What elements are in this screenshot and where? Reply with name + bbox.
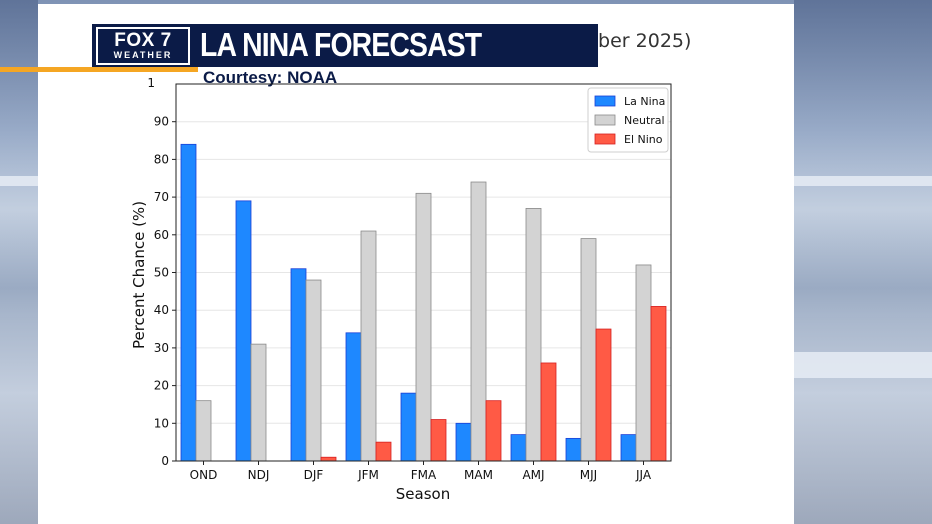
bar-neutral bbox=[580, 238, 597, 462]
bar-neutral bbox=[470, 181, 487, 462]
y-tick-label: 40 bbox=[154, 303, 169, 317]
legend-swatch bbox=[594, 133, 616, 145]
y-tick-label: 60 bbox=[154, 228, 169, 242]
y-tick-label: 0 bbox=[161, 454, 169, 468]
x-tick-label: MJJ bbox=[580, 468, 597, 482]
logo-sub-text: WEATHER bbox=[113, 50, 173, 60]
background-right bbox=[794, 0, 932, 524]
bar-la-nina bbox=[290, 268, 307, 462]
legend-label: Neutral bbox=[624, 114, 665, 127]
legend-label: La Nina bbox=[624, 95, 665, 108]
x-tick-label: FMA bbox=[411, 468, 437, 482]
chart-subtitle-fragment: nber 2025) bbox=[586, 30, 692, 52]
x-tick-label: JJA bbox=[635, 468, 652, 482]
legend-swatch bbox=[594, 95, 616, 107]
station-logo: FOX 7 WEATHER bbox=[96, 27, 190, 65]
y-tick-label: 20 bbox=[154, 379, 169, 393]
courtesy-credit: Courtesy: NOAA bbox=[203, 68, 338, 87]
x-tick-label: NDJ bbox=[248, 468, 270, 482]
background-band bbox=[794, 176, 932, 186]
plot-frame bbox=[175, 83, 672, 462]
legend: La Nina Neutral El Nino bbox=[587, 87, 669, 153]
logo-main-text: FOX 7 bbox=[114, 30, 172, 51]
headline-title: LA NINA FORECSAST bbox=[200, 26, 482, 63]
background-left bbox=[0, 0, 38, 524]
bar-el-nino bbox=[650, 306, 667, 462]
bar-neutral bbox=[415, 192, 432, 462]
y-tick-label: 50 bbox=[154, 266, 169, 280]
bar-el-nino bbox=[375, 441, 392, 462]
bar-la-nina bbox=[180, 143, 197, 462]
bar-la-nina bbox=[400, 392, 417, 462]
bar-el-nino bbox=[540, 362, 557, 462]
background-band bbox=[0, 176, 38, 186]
bar-el-nino bbox=[485, 400, 502, 462]
y-tick-label: 10 bbox=[154, 416, 169, 430]
legend-swatch bbox=[594, 114, 616, 126]
bar-la-nina bbox=[510, 434, 527, 462]
bars bbox=[180, 143, 667, 462]
axes: 0 10 20 30 40 50 60 70 80 90 OND NDJ DJF JFM FMA MAM AMJ… bbox=[154, 83, 672, 482]
y-tick-top-partial: 1 bbox=[147, 76, 155, 90]
bar-la-nina bbox=[345, 332, 362, 462]
bar-la-nina bbox=[565, 437, 582, 462]
background-band bbox=[794, 352, 932, 378]
y-tick-label: 70 bbox=[154, 190, 169, 204]
y-tick-label: 90 bbox=[154, 115, 169, 129]
bar-neutral bbox=[525, 208, 542, 462]
bar-neutral bbox=[360, 230, 377, 462]
x-axis-label: Season bbox=[396, 485, 450, 503]
y-axis-label: Percent Chance (%) bbox=[130, 201, 148, 349]
bar-neutral bbox=[305, 279, 322, 462]
accent-bar bbox=[0, 67, 210, 72]
bar-neutral bbox=[635, 264, 652, 462]
bar-el-nino bbox=[430, 419, 447, 462]
bar-neutral bbox=[250, 343, 267, 462]
legend-label: El Nino bbox=[624, 133, 663, 146]
bar-neutral bbox=[195, 400, 212, 462]
bar-el-nino bbox=[595, 328, 612, 462]
y-tick-label: 80 bbox=[154, 152, 169, 166]
x-tick-label: OND bbox=[190, 468, 218, 482]
y-tick-label: 30 bbox=[154, 341, 169, 355]
bar-la-nina bbox=[455, 422, 472, 462]
x-tick-label: MAM bbox=[464, 468, 493, 482]
bar-la-nina bbox=[620, 434, 637, 462]
x-tick-label: AMJ bbox=[522, 468, 544, 482]
bar-el-nino bbox=[320, 456, 337, 462]
bar-la-nina bbox=[235, 200, 252, 462]
x-tick-label: JFM bbox=[357, 468, 379, 482]
x-tick-label: DJF bbox=[304, 468, 324, 482]
